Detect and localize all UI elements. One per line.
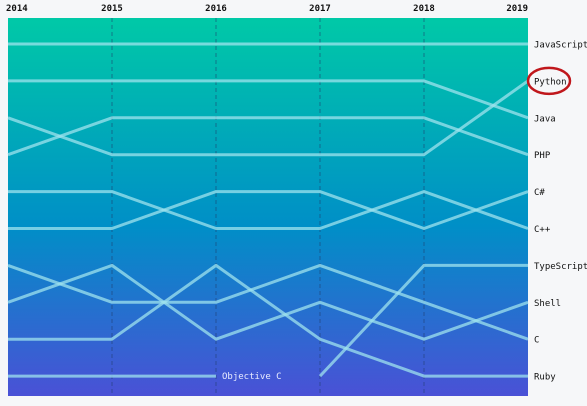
inline-series-label: Objective C: [222, 372, 282, 382]
series-label: Ruby: [534, 373, 556, 383]
series-label: JavaScript: [534, 41, 587, 51]
series-label: Python: [534, 77, 567, 87]
highlight-circle: [526, 66, 572, 96]
highlight-annotation: [526, 66, 572, 96]
series-label: TypeScript: [534, 262, 587, 272]
x-tick-label: 2017: [309, 4, 331, 14]
series-line: [7, 263, 529, 341]
series-line: [8, 190, 529, 230]
series-label: C: [534, 336, 539, 346]
x-tick-label: 2014: [6, 4, 28, 14]
series-line: [7, 116, 529, 157]
right-series-labels: JavaScript Python Java PHP C# C++ TypeScript Sh…: [534, 41, 587, 383]
x-tick-label: 2018: [413, 4, 435, 14]
series-line: [8, 190, 529, 230]
x-axis-tick-labels: 2014 2015 2016 2017 2018 2019: [6, 4, 528, 14]
inline-series-labels: Objective C: [222, 372, 282, 382]
series-label: Java: [534, 114, 556, 124]
series-label: C++: [534, 225, 551, 235]
series-label: PHP: [534, 151, 551, 161]
series-line: [7, 263, 529, 341]
series-line: [7, 79, 529, 157]
series-line: [8, 263, 528, 378]
series-lines: [7, 42, 529, 378]
x-tick-label: 2019: [506, 4, 528, 14]
series-label: Shell: [534, 299, 561, 309]
series-line: [318, 263, 528, 378]
series-line: [8, 79, 529, 120]
x-tick-label: 2016: [205, 4, 227, 14]
x-tick-label: 2015: [101, 4, 123, 14]
series-label: C#: [534, 188, 545, 198]
